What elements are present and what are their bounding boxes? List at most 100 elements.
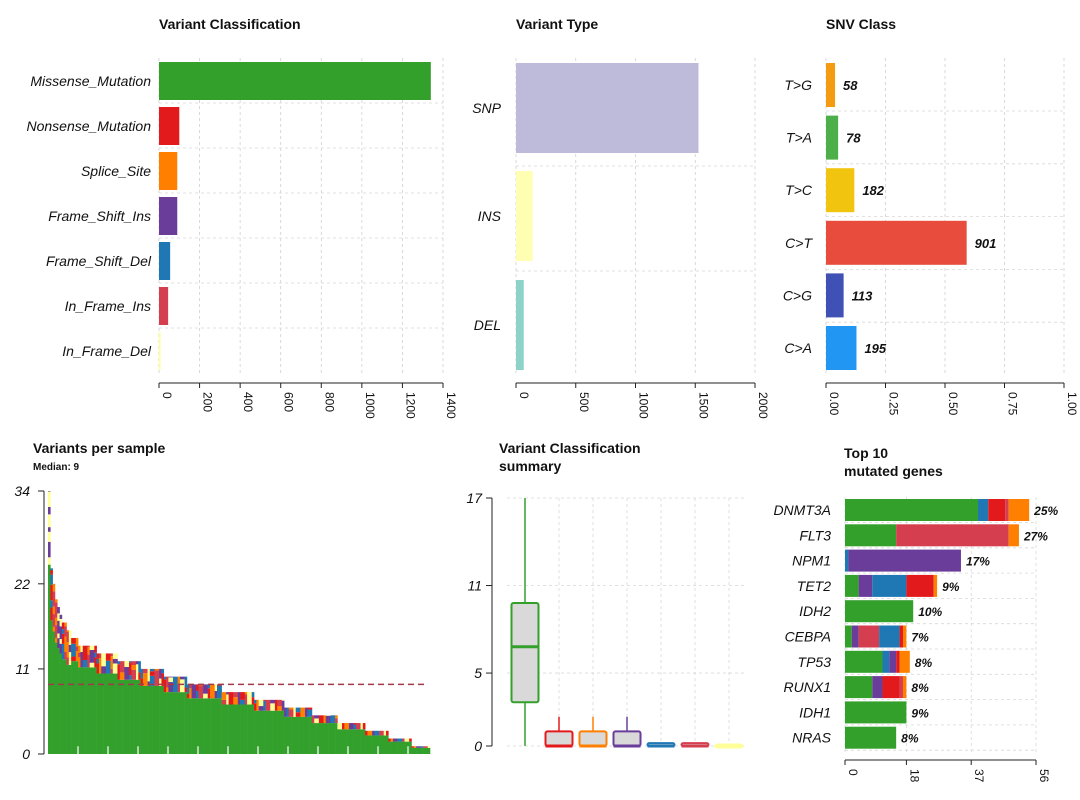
- sample-segment: [71, 661, 74, 754]
- sample-segment: [286, 716, 290, 754]
- panel-title-line: Variant Classification: [499, 440, 641, 456]
- sample-segment: [80, 645, 84, 652]
- sample-segment: [110, 668, 114, 674]
- sample-segment: [87, 667, 90, 754]
- gene-segment: [851, 625, 859, 648]
- sample-segment: [291, 709, 294, 717]
- sample-segment: [166, 676, 169, 688]
- sample-segment: [135, 664, 139, 680]
- sample-segment: [295, 707, 299, 713]
- sample-segment: [397, 741, 401, 754]
- sample-segment: [48, 491, 51, 508]
- sample-segment: [189, 684, 192, 689]
- sample-segment: [214, 690, 218, 699]
- sample-segment: [191, 698, 195, 754]
- sample-segment: [154, 685, 158, 754]
- sample-segment: [265, 710, 269, 754]
- sample-segment: [233, 697, 236, 705]
- sample-segment: [161, 668, 165, 674]
- sample-segment: [203, 693, 206, 699]
- sample-segment: [50, 570, 53, 575]
- category-label: INS: [478, 208, 502, 224]
- sample-segment: [344, 723, 347, 730]
- sample-segment: [61, 622, 65, 630]
- gene-segment: [899, 650, 910, 673]
- sample-segment: [388, 741, 391, 754]
- y-tick-label: 17: [466, 490, 483, 506]
- gene-segment: [845, 726, 897, 749]
- sample-segment: [103, 666, 107, 674]
- sample-segment: [270, 699, 273, 704]
- top-mutated-genes-panel: Top 10 mutated genes DNMT3A 25% FLT3 27% NPM…: [773, 445, 1058, 783]
- sample-segment: [279, 706, 283, 711]
- bar: [826, 326, 857, 370]
- sample-segment: [374, 730, 378, 736]
- sample-segment: [156, 668, 160, 671]
- gene-segment: [845, 499, 979, 521]
- sample-segment: [131, 661, 134, 666]
- sample-segment: [328, 723, 331, 754]
- sample-segment: [207, 688, 211, 699]
- x-tick-label: 1200: [403, 392, 417, 419]
- sample-segment: [335, 718, 338, 724]
- sample-segment: [189, 698, 192, 754]
- sample-segment: [376, 735, 380, 754]
- sample-segment: [362, 729, 366, 754]
- sample-segment: [288, 716, 292, 754]
- sample-segment: [91, 649, 95, 663]
- sample-segment: [140, 678, 144, 686]
- sample-segment: [66, 632, 70, 643]
- sample-segment: [170, 692, 174, 754]
- gene-percent: 25%: [1033, 504, 1058, 518]
- gene-segment: [872, 574, 907, 597]
- sample-segment: [196, 684, 199, 691]
- x-tick-label: 800: [322, 392, 336, 412]
- gene-percent: 8%: [915, 656, 933, 670]
- gene-label: RUNX1: [784, 679, 831, 695]
- sample-segment: [149, 685, 153, 754]
- category-label: T>C: [785, 182, 813, 198]
- sample-segment: [96, 653, 100, 659]
- sample-segment: [87, 645, 90, 648]
- variant-classification-summary-panel: Variant Classification summary 0 5 11 17: [466, 440, 746, 754]
- gene-segment: [882, 650, 890, 673]
- sample-segment: [272, 710, 276, 754]
- sample-segment: [281, 700, 285, 711]
- sample-segment: [365, 735, 368, 754]
- sample-segment: [68, 644, 72, 653]
- sample-segment: [177, 676, 181, 685]
- category-label: In_Frame_Ins: [65, 298, 151, 314]
- sample-segment: [409, 738, 412, 742]
- sample-segment: [404, 738, 408, 742]
- gene-percent: 8%: [911, 681, 929, 695]
- sample-segment: [59, 643, 63, 654]
- x-tick-label: 0.50: [946, 392, 960, 416]
- sample-segment: [112, 673, 116, 754]
- sample-segment: [152, 675, 155, 686]
- sample-segment: [307, 716, 310, 754]
- sample-segment: [263, 699, 266, 701]
- bar: [516, 63, 699, 153]
- category-label: C>A: [784, 340, 812, 356]
- x-tick-label: 1000: [363, 392, 377, 419]
- sample-segment: [177, 684, 181, 693]
- sample-segment: [263, 710, 266, 754]
- sample-segment: [50, 584, 53, 601]
- sample-segment: [330, 715, 334, 724]
- sample-segment: [288, 707, 292, 710]
- sample-segment: [316, 723, 320, 754]
- sample-segment: [423, 747, 426, 754]
- sample-segment: [214, 684, 218, 691]
- category-label: Frame_Shift_Ins: [48, 208, 151, 224]
- sample-segment: [399, 741, 403, 754]
- sample-segment: [226, 694, 229, 705]
- sample-segment: [168, 692, 172, 754]
- sample-segment: [402, 738, 405, 742]
- sample-segment: [293, 716, 297, 754]
- sample-segment: [219, 685, 222, 699]
- sample-segment: [390, 741, 394, 754]
- panel-title: SNV Class: [826, 16, 896, 32]
- x-tick-label: 0: [160, 392, 174, 399]
- sample-segment: [318, 723, 322, 754]
